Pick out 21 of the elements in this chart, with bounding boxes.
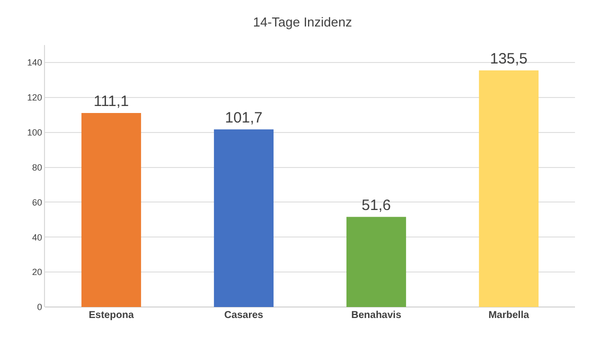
bar (81, 112, 142, 307)
y-tick-label: 120 (27, 92, 42, 103)
y-tick-label: 80 (32, 162, 42, 172)
bar (214, 129, 274, 307)
x-tick-label: Marbella (488, 310, 530, 321)
data-label: 101,7 (224, 109, 263, 126)
x-tick-label: Benahavis (351, 310, 402, 321)
y-tick-label: 40 (32, 232, 42, 242)
data-label: 135,5 (490, 50, 528, 68)
chart-title: 14-Tage Inzidenz (252, 14, 352, 30)
y-tick-label: 60 (32, 197, 42, 208)
data-label: 51,6 (362, 196, 391, 214)
data-label: 111,1 (94, 92, 129, 110)
bar (346, 216, 406, 307)
x-tick-label: Casares (224, 310, 264, 321)
bar (478, 70, 539, 307)
y-tick-label: 100 (27, 127, 42, 138)
y-tick-label: 0 (37, 302, 42, 312)
y-tick-label: 20 (32, 267, 42, 278)
x-tick-label: Estepona (88, 310, 134, 321)
y-tick-label: 140 (27, 58, 42, 68)
